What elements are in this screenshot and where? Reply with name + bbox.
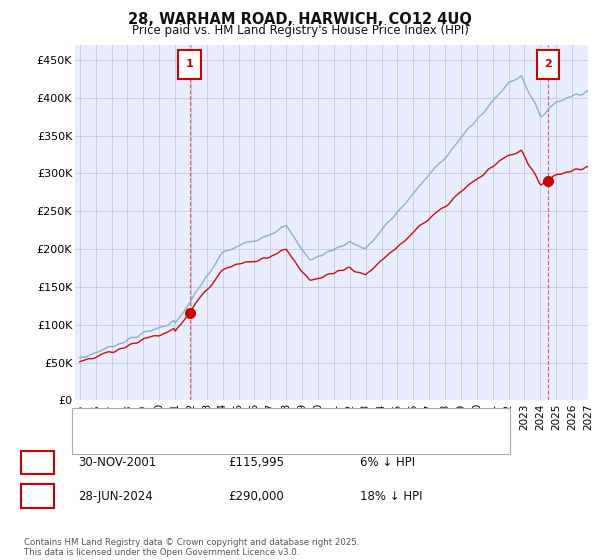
Text: 30-NOV-2001: 30-NOV-2001: [78, 456, 156, 469]
Text: 1: 1: [186, 59, 194, 69]
Text: —: —: [81, 414, 96, 429]
Text: 1: 1: [33, 456, 41, 469]
FancyBboxPatch shape: [536, 50, 559, 78]
Text: 2: 2: [33, 489, 41, 503]
Text: 2: 2: [544, 59, 552, 69]
FancyBboxPatch shape: [178, 50, 201, 78]
Text: £115,995: £115,995: [228, 456, 284, 469]
Text: 18% ↓ HPI: 18% ↓ HPI: [360, 489, 422, 503]
Text: 6% ↓ HPI: 6% ↓ HPI: [360, 456, 415, 469]
Text: —: —: [81, 431, 96, 446]
Text: Contains HM Land Registry data © Crown copyright and database right 2025.
This d: Contains HM Land Registry data © Crown c…: [24, 538, 359, 557]
Text: £290,000: £290,000: [228, 489, 284, 503]
Text: 28-JUN-2024: 28-JUN-2024: [78, 489, 153, 503]
Text: Price paid vs. HM Land Registry's House Price Index (HPI): Price paid vs. HM Land Registry's House …: [131, 24, 469, 36]
Text: 28, WARHAM ROAD, HARWICH, CO12 4UQ: 28, WARHAM ROAD, HARWICH, CO12 4UQ: [128, 12, 472, 27]
Text: HPI: Average price, detached house, Tendring: HPI: Average price, detached house, Tend…: [105, 433, 343, 444]
Text: 28, WARHAM ROAD, HARWICH, CO12 4UQ (detached house): 28, WARHAM ROAD, HARWICH, CO12 4UQ (deta…: [105, 417, 419, 427]
